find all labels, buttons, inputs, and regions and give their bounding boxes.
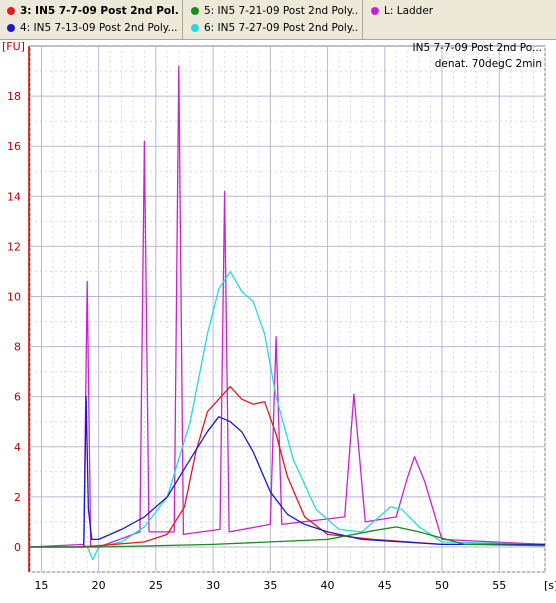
x-tick-label: 55 (492, 579, 506, 592)
legend-label: 4: IN5 7-13-09 Post 2nd Poly... (20, 22, 178, 34)
chart-info: IN5 7-7-09 Post 2nd Po... denat. 70degC … (413, 40, 542, 72)
legend-item-sample-6[interactable]: 6: IN5 7-27-09 Post 2nd Poly... (188, 19, 358, 37)
legend-label: L: Ladder (384, 5, 434, 17)
series-line-sample-3 (30, 526, 546, 548)
electropherogram-chart[interactable]: 15 20 25 30 35 40 45 50 55 0 2 4 6 8 10 12 14 16 18 [FU] [s] (0, 40, 556, 603)
y-tick-label: 16 (7, 140, 21, 153)
red-dot-icon (7, 7, 15, 15)
x-axis-label: [s] (544, 579, 556, 592)
legend-label: 6: IN5 7-27-09 Post 2nd Poly... (204, 22, 358, 34)
x-tick-label: 20 (92, 579, 106, 592)
denaturation-label: denat. 70degC 2min (434, 58, 542, 70)
x-tick-label: 45 (378, 579, 392, 592)
sample-name-label: IN5 7-7-09 Post 2nd Po... (412, 42, 542, 54)
x-tick-label: 30 (206, 579, 220, 592)
y-tick-label: 2 (14, 491, 21, 504)
y-tick-label: 8 (14, 341, 21, 354)
y-axis-label: [FU] (2, 40, 25, 53)
legend-item-sample-5[interactable]: 5: IN5 7-21-09 Post 2nd Poly... (188, 2, 358, 20)
magenta-dot-icon (371, 7, 379, 15)
x-tick-label: 15 (34, 579, 48, 592)
y-tick-label: 12 (7, 240, 21, 253)
legend-label: 3: IN5 7-7-09 Post 2nd Pol... (20, 5, 179, 17)
blue-dot-icon (7, 24, 15, 32)
cyan-dot-icon (191, 24, 199, 32)
legend-item-sample-3[interactable]: 3: IN5 7-7-09 Post 2nd Pol... (4, 2, 179, 20)
legend-item-sample-4[interactable]: 4: IN5 7-13-09 Post 2nd Poly... (4, 19, 179, 37)
legend-divider (362, 0, 363, 40)
x-tick-label: 50 (435, 579, 449, 592)
y-tick-label: 0 (14, 541, 21, 554)
x-tick-label: 25 (149, 579, 163, 592)
legend-bar: 3: IN5 7-7-09 Post 2nd Pol... 5: IN5 7-2… (0, 0, 556, 40)
y-tick-label: 6 (14, 391, 21, 404)
plot-area (29, 45, 546, 573)
legend-item-ladder[interactable]: L: Ladder (368, 2, 488, 20)
series-line-sample-1 (30, 385, 545, 548)
green-dot-icon (191, 7, 199, 15)
legend-divider (182, 0, 183, 40)
x-tick-label: 40 (321, 579, 335, 592)
x-tick-label: 35 (263, 579, 277, 592)
y-tick-label: 10 (7, 290, 21, 303)
y-tick-label: 4 (14, 441, 21, 454)
series-line-sample-4 (30, 270, 546, 561)
y-tick-label: 14 (7, 190, 21, 203)
series-line-sample-2 (30, 396, 545, 548)
y-tick-label: 18 (7, 90, 21, 103)
legend-label: 5: IN5 7-21-09 Post 2nd Poly... (204, 5, 358, 17)
